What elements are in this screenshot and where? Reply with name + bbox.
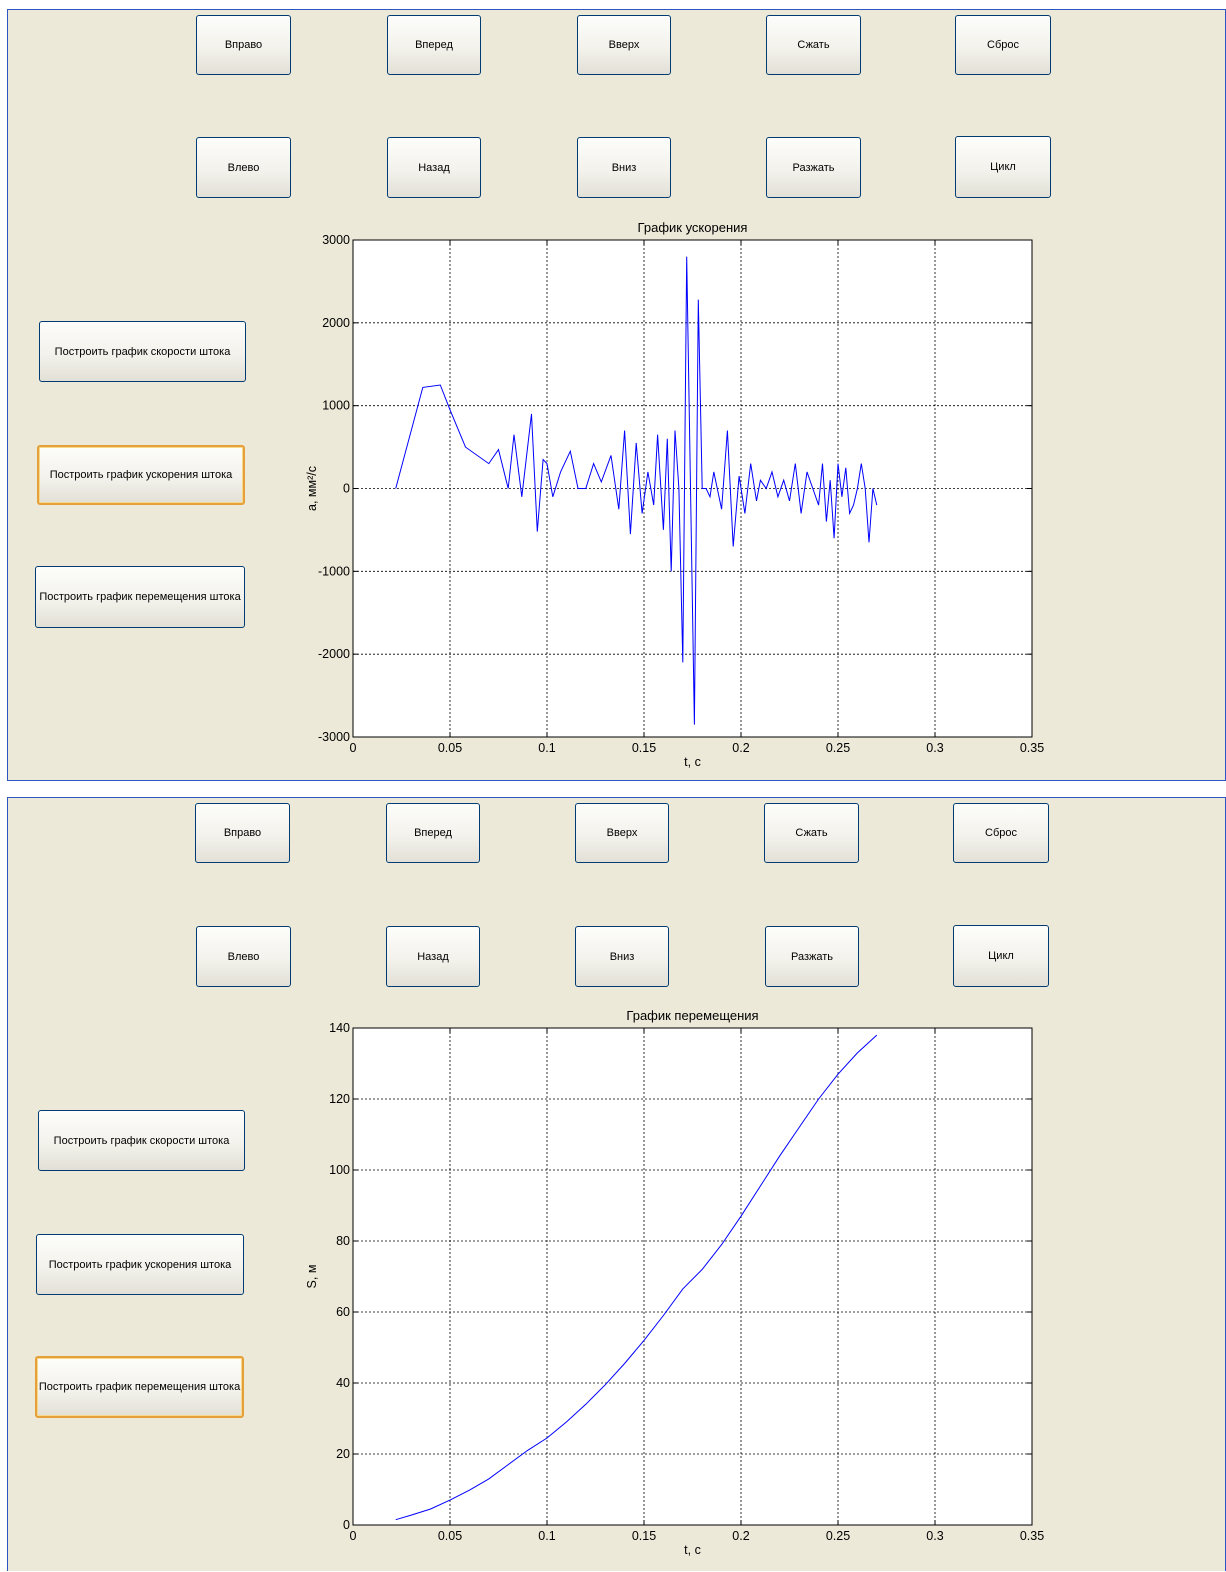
y-tick-label: 0 xyxy=(343,482,350,496)
y-tick-label: -1000 xyxy=(318,564,350,578)
back-button[interactable]: Назад xyxy=(386,926,480,987)
plot-displacement-button[interactable]: Построить график перемещения штока xyxy=(35,1356,244,1418)
x-tick-label: 0.25 xyxy=(826,1529,850,1543)
forward-button[interactable]: Вперед xyxy=(387,15,481,75)
x-tick-label: 0.05 xyxy=(438,741,462,755)
down-button[interactable]: Вниз xyxy=(575,926,669,987)
chart-title: График перемещения xyxy=(626,1008,758,1023)
left-button[interactable]: Влево xyxy=(196,926,291,987)
x-axis-label: t, c xyxy=(684,1543,701,1557)
acceleration-chart: 0 0.05 0.1 0.15 0.2 0.25 0.3 0.35 3000 2000 1000 0-… xyxy=(298,214,1068,784)
y-tick-label: 3000 xyxy=(322,233,350,247)
x-tick-label: 0 xyxy=(350,741,357,755)
cycle-button[interactable]: Цикл xyxy=(953,925,1049,987)
y-tick-label: 80 xyxy=(336,1234,350,1248)
chart-title: График ускорения xyxy=(638,220,748,235)
x-tick-label: 0.1 xyxy=(538,1529,555,1543)
y-tick-label: 0 xyxy=(343,1518,350,1532)
axes-frame xyxy=(352,1027,1033,1526)
x-tick-label: 0.05 xyxy=(438,1529,462,1543)
cycle-button[interactable]: Цикл xyxy=(955,136,1051,198)
y-axis-label: S, м xyxy=(305,1265,319,1289)
left-button[interactable]: Влево xyxy=(196,137,291,198)
reset-button[interactable]: Сброс xyxy=(955,15,1051,75)
compress-button[interactable]: Сжать xyxy=(764,803,859,863)
series-line xyxy=(395,1034,878,1521)
y-tick-label: 1000 xyxy=(322,399,350,413)
x-tick-label: 0.2 xyxy=(732,741,749,755)
x-tick-label: 0.2 xyxy=(732,1529,749,1543)
x-tick-label: 0.15 xyxy=(632,741,656,755)
up-button[interactable]: Вверх xyxy=(577,15,671,75)
y-tick-label: 40 xyxy=(336,1376,350,1390)
y-tick-label: -2000 xyxy=(318,647,350,661)
plot-displacement-button[interactable]: Построить график перемещения штока xyxy=(35,566,245,628)
plot-acceleration-button[interactable]: Построить график ускорения штока xyxy=(37,445,245,505)
control-panel: Вправо Вперед Вверх Сжать Сброс Влево На… xyxy=(7,797,1226,1571)
y-tick-label: 100 xyxy=(329,1163,350,1177)
series-line xyxy=(395,256,878,725)
x-tick-label: 0.35 xyxy=(1020,741,1044,755)
axes-frame xyxy=(352,239,1033,738)
up-button[interactable]: Вверх xyxy=(575,803,669,863)
x-tick-label: 0.1 xyxy=(538,741,555,755)
plot-area xyxy=(353,1028,1032,1525)
plot-velocity-button[interactable]: Построить график скорости штока xyxy=(39,321,246,382)
compress-button[interactable]: Сжать xyxy=(766,15,861,75)
displacement-chart: 0 0.05 0.1 0.15 0.2 0.25 0.3 0.35 140 120 100 80 60 4… xyxy=(298,1002,1068,1572)
y-tick-label: 140 xyxy=(329,1021,350,1035)
y-tick-label: 60 xyxy=(336,1305,350,1319)
release-button[interactable]: Разжать xyxy=(765,926,859,987)
x-tick-label: 0.25 xyxy=(826,741,850,755)
x-tick-label: 0.35 xyxy=(1020,1529,1044,1543)
y-tick-label: 20 xyxy=(336,1447,350,1461)
down-button[interactable]: Вниз xyxy=(577,137,671,198)
y-tick-label: 120 xyxy=(329,1092,350,1106)
control-panel: Вправо Вперед Вверх Сжать Сброс Влево На… xyxy=(7,9,1226,781)
y-tick-label: 2000 xyxy=(322,316,350,330)
x-axis-label: t, c xyxy=(684,755,701,769)
reset-button[interactable]: Сброс xyxy=(953,803,1049,863)
forward-button[interactable]: Вперед xyxy=(386,803,480,863)
release-button[interactable]: Разжать xyxy=(766,137,861,198)
x-tick-label: 0 xyxy=(350,1529,357,1543)
right-button[interactable]: Вправо xyxy=(196,15,291,75)
right-button[interactable]: Вправо xyxy=(195,803,290,863)
plot-velocity-button[interactable]: Построить график скорости штока xyxy=(38,1110,245,1171)
y-axis-label: a, мм²/с xyxy=(305,466,319,511)
x-tick-label: 0.3 xyxy=(926,1529,943,1543)
plot-acceleration-button[interactable]: Построить график ускорения штока xyxy=(36,1234,244,1295)
y-tick-label: -3000 xyxy=(318,730,350,744)
x-tick-label: 0.15 xyxy=(632,1529,656,1543)
x-tick-label: 0.3 xyxy=(926,741,943,755)
back-button[interactable]: Назад xyxy=(387,137,481,198)
